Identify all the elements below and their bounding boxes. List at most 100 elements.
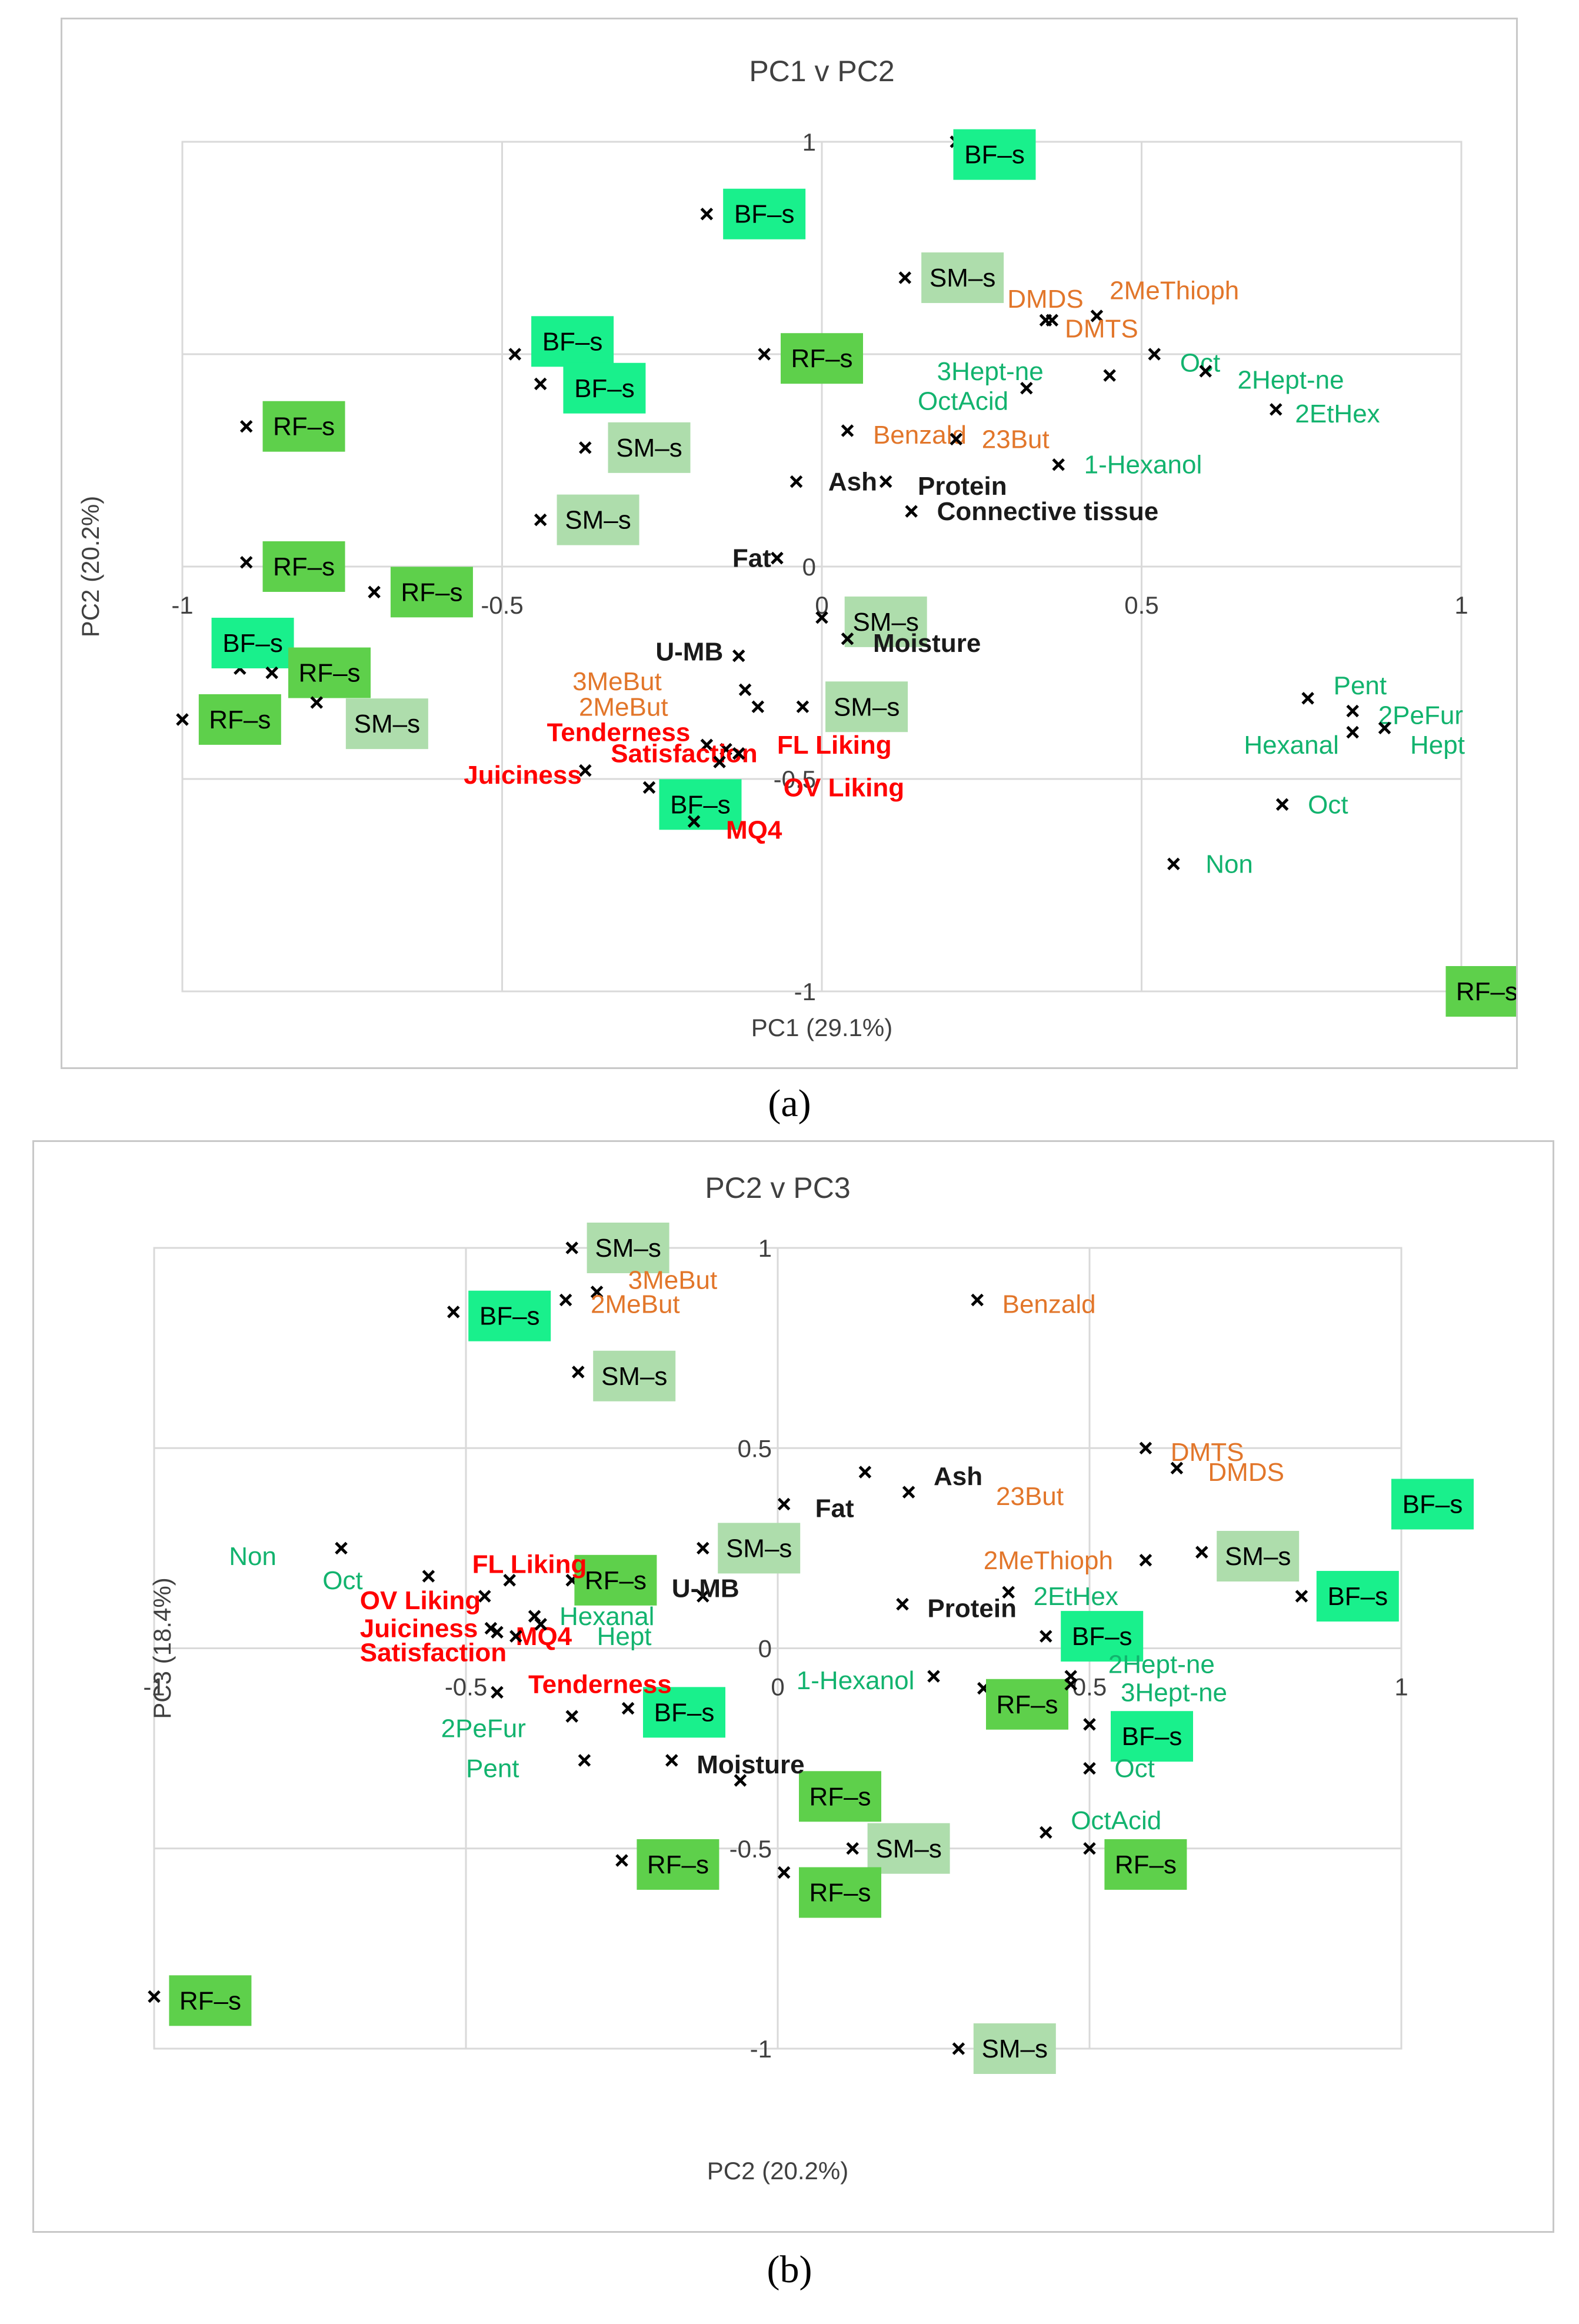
sample-label: SM–s: [601, 1362, 667, 1391]
sample-label-box: [643, 1687, 725, 1738]
x-tick-label: 0: [771, 1673, 784, 1701]
variable-label: Tenderness: [547, 718, 691, 747]
chart-panel-b: PC2 v PC3 PC2 (20.2%) PC3 (18.4%) -1 -0.5 0 0.…: [32, 1140, 1554, 2233]
point-marker: [503, 1574, 516, 1587]
sample-label: BF–s: [542, 327, 603, 356]
point-marker: [697, 1541, 709, 1555]
point-marker: [732, 649, 745, 662]
point-marker: [579, 764, 592, 777]
marker-stroke: [846, 1842, 859, 1855]
point-marker: [1199, 365, 1212, 378]
point-marker: [1040, 1630, 1052, 1643]
sample-label: BF–s: [964, 141, 1025, 169]
point-marker: [1346, 704, 1359, 718]
sample-label-box: [799, 1771, 881, 1822]
marker-stroke: [534, 513, 547, 527]
sample-label: BF–s: [1403, 1490, 1463, 1519]
sample-label: BF–s: [574, 374, 635, 403]
variable-label: Moisture: [697, 1750, 804, 1779]
marker-stroke: [565, 1241, 578, 1254]
variable-label: Hept: [597, 1622, 652, 1651]
marker-stroke: [927, 1670, 940, 1683]
x-axis-label: PC2 (20.2%): [707, 2157, 848, 2185]
point-marker: [700, 207, 714, 221]
marker-stroke: [905, 505, 918, 518]
point-marker: [879, 475, 892, 488]
point-marker: [239, 419, 253, 433]
variable-label: Ash: [934, 1462, 982, 1491]
sample-label-box: [1391, 1479, 1474, 1530]
sample-label: RF–s: [209, 705, 271, 734]
variable-label: 3Hept-ne: [937, 357, 1044, 386]
variable-label: Oct: [1308, 790, 1348, 819]
sample-label-box: [825, 681, 908, 733]
marker-stroke: [1346, 725, 1359, 739]
sample-label: RF–s: [298, 659, 360, 688]
sample-label-box: [659, 779, 742, 830]
x-tick-label: 1: [1454, 591, 1468, 619]
marker-stroke: [1083, 1842, 1096, 1855]
marker-stroke: [796, 700, 810, 714]
variable-label: Protein: [918, 472, 1007, 501]
marker-stroke: [1275, 798, 1289, 811]
point-marker: [1052, 458, 1065, 471]
marker-stroke: [790, 475, 803, 488]
point-marker: [732, 747, 745, 760]
marker-stroke: [310, 696, 324, 709]
sample-label: BF–s: [1122, 1722, 1182, 1751]
point-marker: [927, 1670, 940, 1683]
point-marker: [905, 505, 918, 518]
variable-label: U-MB: [672, 1574, 739, 1603]
point-marker: [751, 700, 765, 714]
marker-stroke: [952, 2042, 965, 2055]
sample-label: RF–s: [809, 1782, 871, 1811]
marker-stroke: [732, 649, 745, 662]
point-marker: [1002, 1586, 1015, 1599]
point-marker: [777, 1866, 791, 1879]
marker-stroke: [239, 556, 253, 569]
marker-stroke: [1040, 1630, 1052, 1643]
sample-label: SM–s: [834, 692, 900, 721]
variable-label: 2MeBut: [591, 1290, 680, 1319]
point-marker: [1170, 1461, 1184, 1475]
point-marker: [559, 1293, 572, 1307]
marker-stroke: [1199, 365, 1212, 378]
marker-stroke: [1346, 704, 1359, 718]
variable-label: DMDS: [1007, 285, 1084, 314]
variable-label: Ash: [828, 468, 877, 497]
marker-stroke: [1064, 1677, 1077, 1691]
point-marker: [719, 743, 732, 756]
variable-label: Pent: [466, 1754, 519, 1783]
sample-label: RF–s: [273, 412, 335, 441]
marker-stroke: [777, 1497, 791, 1511]
marker-stroke: [590, 1286, 604, 1298]
marker-stroke: [841, 424, 854, 437]
sample-label: BF–s: [670, 790, 731, 819]
marker-stroke: [335, 1541, 348, 1555]
sample-label-box: [593, 1350, 676, 1401]
marker-stroke: [1020, 381, 1033, 395]
point-marker: [700, 738, 714, 752]
x-tick-label: 1: [1394, 1673, 1408, 1701]
x-tick-label: -1: [171, 591, 193, 619]
sample-label: RF–s: [791, 344, 852, 373]
variable-label: 2MeBut: [579, 692, 668, 721]
point-marker: [1195, 1546, 1208, 1559]
marker-stroke: [665, 1754, 678, 1767]
sample-label-box: [390, 567, 473, 618]
sample-label-box: [587, 1223, 669, 1273]
point-marker: [478, 1590, 491, 1603]
marker-stroke: [508, 348, 522, 361]
sample-label: RF–s: [585, 1566, 647, 1595]
marker-stroke: [1167, 857, 1180, 871]
variable-label: U-MB: [655, 637, 723, 666]
marker-stroke: [422, 1570, 435, 1583]
sample-label-box: [198, 694, 281, 745]
marker-stroke: [572, 1366, 585, 1379]
marker-stroke: [896, 1597, 909, 1611]
variable-label: MQ4: [726, 816, 782, 845]
y-axis-label: PC2 (20.2%): [76, 496, 104, 637]
variable-label: Juiciness: [360, 1614, 478, 1643]
sample-label: SM–s: [616, 434, 682, 462]
marker-stroke: [1301, 692, 1314, 705]
